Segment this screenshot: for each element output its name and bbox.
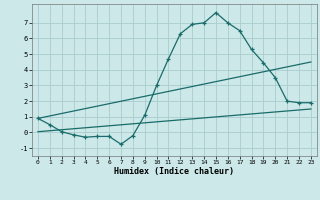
X-axis label: Humidex (Indice chaleur): Humidex (Indice chaleur) [115,167,234,176]
